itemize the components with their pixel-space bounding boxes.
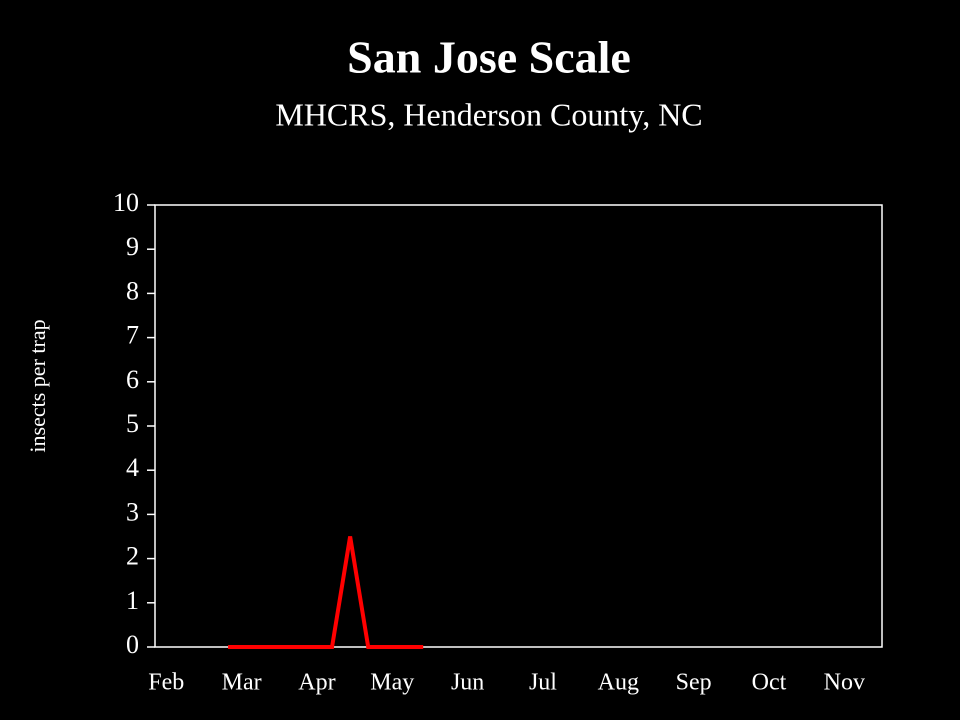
x-tick-label: Oct [752, 670, 787, 696]
y-tick-label: 10 [113, 188, 139, 217]
chart-subtitle: MHCRS, Henderson County, NC [275, 96, 702, 132]
x-tick-label: Feb [148, 670, 184, 696]
x-tick-label: Aug [598, 670, 639, 696]
x-tick-label: Sep [676, 670, 712, 696]
y-axis-label: insects per trap [25, 319, 50, 452]
y-tick-label: 5 [126, 409, 139, 438]
y-tick-label: 2 [126, 542, 139, 571]
x-tick-label: Jul [529, 670, 557, 696]
y-tick-label: 8 [126, 276, 139, 305]
y-tick-label: 1 [126, 586, 139, 615]
x-tick-label: Nov [824, 670, 865, 696]
x-tick-label: Mar [222, 670, 262, 696]
line-series [228, 536, 424, 649]
x-tick-label: Jun [451, 670, 484, 696]
y-tick-label: 7 [126, 321, 139, 350]
y-tick-label: 6 [126, 365, 139, 394]
chart-title: San Jose Scale [347, 32, 631, 83]
y-tick-label: 3 [126, 497, 139, 526]
x-tick-label: May [370, 670, 414, 696]
y-tick-label: 9 [126, 232, 139, 261]
x-tick-label: Apr [298, 670, 335, 696]
y-tick-label: 0 [126, 630, 139, 659]
y-tick-label: 4 [126, 453, 139, 482]
